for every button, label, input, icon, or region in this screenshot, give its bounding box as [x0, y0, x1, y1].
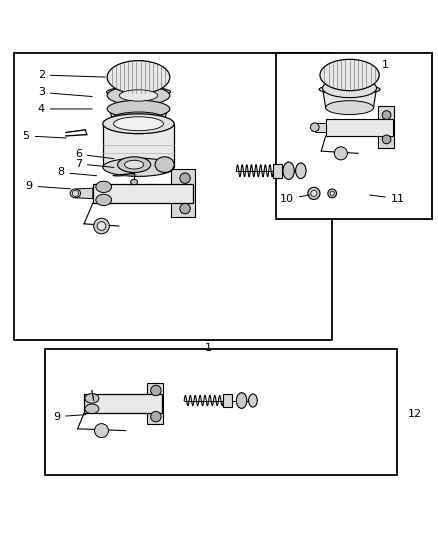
Polygon shape	[322, 88, 377, 108]
Polygon shape	[147, 383, 163, 424]
Circle shape	[151, 411, 161, 422]
Text: 12: 12	[408, 409, 422, 419]
Text: 2: 2	[38, 70, 105, 80]
Circle shape	[95, 424, 109, 438]
Ellipse shape	[107, 100, 170, 118]
Ellipse shape	[124, 160, 144, 169]
Ellipse shape	[320, 59, 379, 91]
Ellipse shape	[117, 157, 151, 173]
Ellipse shape	[103, 114, 174, 134]
Polygon shape	[171, 169, 195, 217]
Ellipse shape	[119, 90, 158, 101]
Circle shape	[180, 173, 190, 183]
Text: 9: 9	[25, 181, 71, 191]
Ellipse shape	[113, 117, 163, 131]
Bar	[45, 349, 397, 475]
Ellipse shape	[155, 157, 174, 173]
Ellipse shape	[322, 78, 377, 98]
Ellipse shape	[103, 158, 174, 176]
Ellipse shape	[96, 181, 112, 192]
Ellipse shape	[325, 101, 374, 115]
Ellipse shape	[283, 162, 294, 180]
Circle shape	[382, 111, 391, 119]
Circle shape	[334, 147, 347, 160]
Ellipse shape	[249, 394, 257, 407]
Ellipse shape	[296, 163, 306, 179]
Polygon shape	[378, 107, 394, 148]
Ellipse shape	[107, 86, 170, 105]
Ellipse shape	[237, 393, 247, 408]
Ellipse shape	[107, 61, 170, 94]
Circle shape	[328, 189, 336, 198]
Circle shape	[180, 204, 190, 214]
Ellipse shape	[319, 85, 380, 94]
Ellipse shape	[96, 194, 112, 206]
Circle shape	[151, 385, 161, 396]
Text: 10: 10	[280, 193, 310, 204]
Polygon shape	[103, 124, 174, 167]
Polygon shape	[109, 109, 168, 118]
Text: 7: 7	[75, 159, 114, 169]
Text: 1: 1	[382, 60, 389, 70]
Circle shape	[308, 187, 320, 199]
Ellipse shape	[311, 123, 319, 132]
Text: 9: 9	[53, 411, 86, 422]
Polygon shape	[315, 123, 325, 132]
Ellipse shape	[131, 180, 138, 184]
Ellipse shape	[70, 189, 81, 198]
Circle shape	[97, 222, 106, 230]
Polygon shape	[273, 164, 282, 177]
Ellipse shape	[85, 404, 99, 414]
Ellipse shape	[72, 190, 78, 197]
Circle shape	[330, 191, 334, 196]
Bar	[276, 53, 432, 219]
Text: 6: 6	[75, 149, 114, 159]
Polygon shape	[93, 183, 193, 203]
Bar	[14, 53, 332, 341]
Text: 3: 3	[38, 87, 92, 98]
Polygon shape	[325, 118, 393, 136]
Text: 8: 8	[57, 167, 96, 177]
Ellipse shape	[113, 112, 165, 125]
Ellipse shape	[106, 87, 170, 97]
Text: 5: 5	[23, 131, 66, 141]
Ellipse shape	[85, 393, 99, 403]
Text: 1: 1	[205, 343, 212, 353]
Circle shape	[382, 135, 391, 144]
Polygon shape	[223, 394, 232, 407]
Text: 4: 4	[38, 104, 92, 114]
Circle shape	[311, 190, 317, 197]
Polygon shape	[84, 394, 162, 413]
Polygon shape	[75, 188, 93, 199]
Text: 11: 11	[370, 193, 405, 204]
Circle shape	[94, 218, 110, 234]
